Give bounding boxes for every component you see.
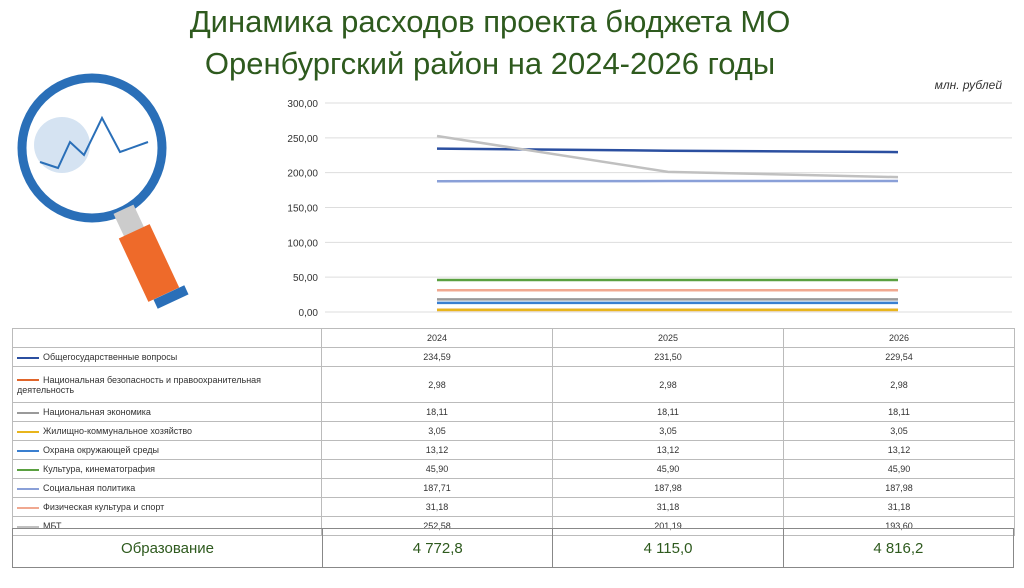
data-value: 3,05 <box>552 421 784 441</box>
series-line <box>436 134 899 179</box>
education-row: Образование 4 772,8 4 115,0 4 816,2 <box>12 528 1014 568</box>
data-value: 187,98 <box>783 478 1015 498</box>
legend-entry: Общегосударственные вопросы <box>12 347 322 367</box>
legend-entry: Национальная безопасность и правоохранит… <box>12 366 322 403</box>
data-value: 31,18 <box>552 497 784 517</box>
table-row: Охрана окружающей среды 13,12 13,12 13,12 <box>12 440 1015 460</box>
series-name: Жилищно-коммунальное хозяйство <box>43 426 193 436</box>
x-category-label: 2026 <box>783 328 1015 348</box>
y-tick-label: 300,00 <box>287 99 318 110</box>
legend-swatch <box>17 411 39 414</box>
legend-entry: МБТ <box>12 516 322 536</box>
data-value: 2,98 <box>552 366 784 403</box>
data-table: 2024 2025 2026 Общегосударственные вопросы 2… <box>12 328 1015 536</box>
data-value: 31,18 <box>783 497 1015 517</box>
data-value: 45,90 <box>321 459 553 479</box>
data-value: 187,71 <box>321 478 553 498</box>
education-value-2025: 4 115,0 <box>553 529 784 567</box>
series-name: Национальная экономика <box>43 407 151 417</box>
legend-entry: Жилищно-коммунальное хозяйство <box>12 421 322 441</box>
data-value: 13,12 <box>321 440 553 460</box>
series-name: МБТ <box>43 521 62 531</box>
data-value: 18,11 <box>783 402 1015 422</box>
x-category-label: 2025 <box>552 328 784 348</box>
table-row: Общегосударственные вопросы 234,59 231,50 2… <box>12 347 1015 367</box>
education-label: Образование <box>13 529 324 567</box>
legend-entry: Культура, кинематография <box>12 459 322 479</box>
table-row: Культура, кинематография 45,90 45,90 45,90 <box>12 459 1015 479</box>
data-value: 2,98 <box>321 366 553 403</box>
legend-entry: Национальная экономика <box>12 402 322 422</box>
chart-title-line-1: Динамика расходов проекта бюджета МО <box>189 4 791 39</box>
series-name: Общегосударственные вопросы <box>43 352 178 362</box>
chart-title-line-2: Оренбургский район на 2024-2026 годы <box>204 46 776 81</box>
unit-label: млн. рублей <box>934 78 1002 92</box>
data-value: 18,11 <box>321 402 553 422</box>
magnifier-icon <box>17 73 189 309</box>
series-name: Культура, кинематография <box>43 464 155 474</box>
data-value: 31,18 <box>321 497 553 517</box>
legend-swatch <box>17 468 39 471</box>
legend-entry: Охрана окружающей среды <box>12 440 322 460</box>
y-tick-label: 150,00 <box>287 204 318 215</box>
table-row: Физическая культура и спорт 31,18 31,18 31,… <box>12 497 1015 517</box>
data-value: 2,98 <box>783 366 1015 403</box>
series-name: Социальная политика <box>43 483 136 493</box>
education-value-2024: 4 772,8 <box>323 529 554 567</box>
legend-entry: Физическая культура и спорт <box>12 497 322 517</box>
data-value: 18,11 <box>552 402 784 422</box>
y-tick-label: 200,00 <box>287 169 318 180</box>
table-row: Национальная экономика 18,11 18,11 18,11 <box>12 402 1015 422</box>
data-value: 234,59 <box>321 347 553 367</box>
table-row: Жилищно-коммунальное хозяйство 3,05 3,05 3,… <box>12 421 1015 441</box>
series-name: Физическая культура и спорт <box>43 502 165 512</box>
data-value: 3,05 <box>783 421 1015 441</box>
legend-swatch <box>17 430 39 433</box>
legend-swatch <box>17 525 39 528</box>
x-category-label: 2024 <box>321 328 553 348</box>
series-name: Охрана окружающей среды <box>43 445 159 455</box>
series-line <box>436 147 899 154</box>
table-row: МБТ 252,58 201,19 193,60 <box>12 516 1015 536</box>
y-tick-label: 250,00 <box>287 134 318 145</box>
y-tick-label: 0,00 <box>299 308 319 319</box>
data-value: 13,12 <box>552 440 784 460</box>
data-value: 13,12 <box>783 440 1015 460</box>
table-header-blank <box>12 328 322 348</box>
legend-swatch <box>17 379 39 382</box>
legend-entry: Социальная политика <box>12 478 322 498</box>
table-row: Национальная безопасность и правоохранит… <box>12 366 1015 403</box>
data-value: 229,54 <box>783 347 1015 367</box>
data-value: 3,05 <box>321 421 553 441</box>
education-value-2026: 4 816,2 <box>873 539 924 557</box>
data-value: 231,50 <box>552 347 784 367</box>
legend-swatch <box>17 449 39 452</box>
series-name: Национальная безопасность и правоохранит… <box>17 374 262 395</box>
data-value: 187,98 <box>552 478 784 498</box>
legend-swatch <box>17 487 39 490</box>
data-value: 193,60 <box>783 516 1015 536</box>
legend-swatch <box>17 356 39 359</box>
y-tick-label: 100,00 <box>287 238 318 249</box>
legend-swatch <box>17 506 39 509</box>
data-value: 45,90 <box>783 459 1015 479</box>
y-tick-label: 50,00 <box>293 273 318 284</box>
data-value: 45,90 <box>552 459 784 479</box>
table-row: Социальная политика 187,71 187,98 187,98 <box>12 478 1015 498</box>
